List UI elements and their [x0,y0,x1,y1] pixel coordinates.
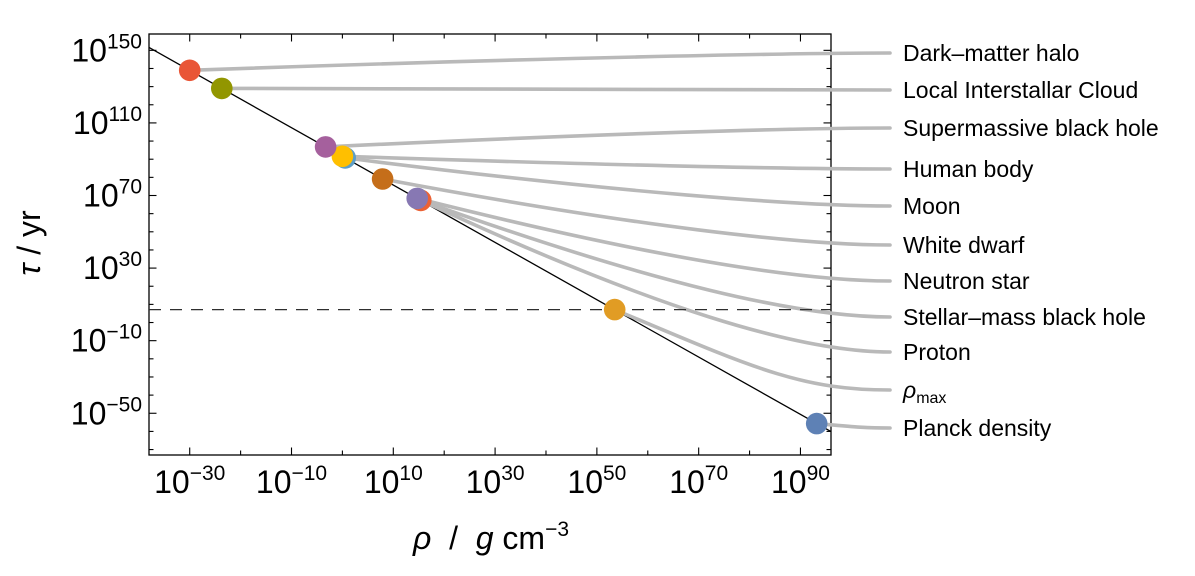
x-tick-label-10e10: 1010 [364,462,423,500]
leader-line-white-dwarf [380,177,892,247]
leader-line-moon [343,156,892,208]
trend-line [148,46,832,433]
axis-tick-labels: 10150 10110 1070 1030 10−10 10−50 10−30 10−10 10… [71,30,830,500]
y-tick-label-10e-10: 10−10 [71,321,142,359]
callout-label-proton: Proton [903,339,971,365]
leader-line-rho-max [612,307,892,392]
leader-line-local-interstallar-cloud [220,86,892,92]
callout-labels: Dark–matter halo Local Interstallar Cloud… [902,40,1159,441]
x-axis-title: ρ / g cm−3 [412,518,569,556]
leader-line-dark-matter-halo [187,51,892,73]
data-point-rho-max [603,298,626,321]
y-axis-unit: / yr [11,210,47,264]
y-axis-symbol: τ [11,262,47,276]
callout-label-moon: Moon [903,193,961,219]
callout-label-white-dwarf: White dwarf [903,232,1025,258]
data-point-dark-matter-halo [178,59,201,82]
data-point-white-dwarf [371,168,394,190]
y-tick-label-10e150: 10150 [71,30,142,68]
callout-label-supermassive-black-hole: Supermassive black hole [903,115,1159,141]
callout-label-human-body: Human body [903,156,1034,182]
leader-line-stellar-mass-black-hole [419,198,892,319]
data-point-neutron-star [406,187,429,210]
leader-line-planck-density [814,421,892,430]
leader-line-supermassive-black-hole [323,126,892,149]
callout-label-planck-density: Planck density [903,415,1052,441]
callout-label-stellar-mass-black-hole: Stellar–mass black hole [903,304,1146,330]
axis-ticks [149,34,831,455]
x-tick-label-10e70: 1070 [669,462,728,500]
data-point-planck-density [805,412,828,435]
y-tick-label-10e-50: 10−50 [71,393,142,431]
plot-frame [148,33,832,456]
leader-line-human-body [340,154,892,171]
data-points [178,59,828,435]
x-tick-label-10e30: 1030 [466,462,525,500]
callout-label-dark-matter-halo: Dark–matter halo [903,40,1079,66]
frame-rect [148,33,832,456]
trend-line-group [148,46,832,433]
data-point-human-body [331,145,354,168]
callout-label-local-interstallar-cloud: Local Interstallar Cloud [903,77,1138,103]
x-axis-symbol: ρ [412,520,431,556]
callout-label-rho-max: ρmax [902,377,946,407]
x-axis-unit-exponent: −3 [545,518,569,541]
y-tick-label-10e70: 1070 [83,176,142,214]
y-tick-label-10e110: 10110 [73,103,142,141]
callout-label-neutron-star: Neutron star [903,268,1030,294]
x-tick-label-10e-30: 10−30 [154,462,225,500]
data-point-supermassive-black-hole [314,136,337,158]
leader-line-proton [416,197,892,354]
y-axis-title: τ / yr [11,210,47,276]
callout-leader-lines [187,51,892,430]
y-tick-label-10e30: 1030 [83,248,142,286]
data-point-local-interstallar-cloud [211,77,233,100]
x-tick-label-10e-10: 10−10 [256,462,327,500]
x-tick-label-10e90: 1090 [771,462,830,500]
x-tick-label-10e50: 1050 [567,462,626,500]
leader-line-neutron-star [415,196,892,283]
